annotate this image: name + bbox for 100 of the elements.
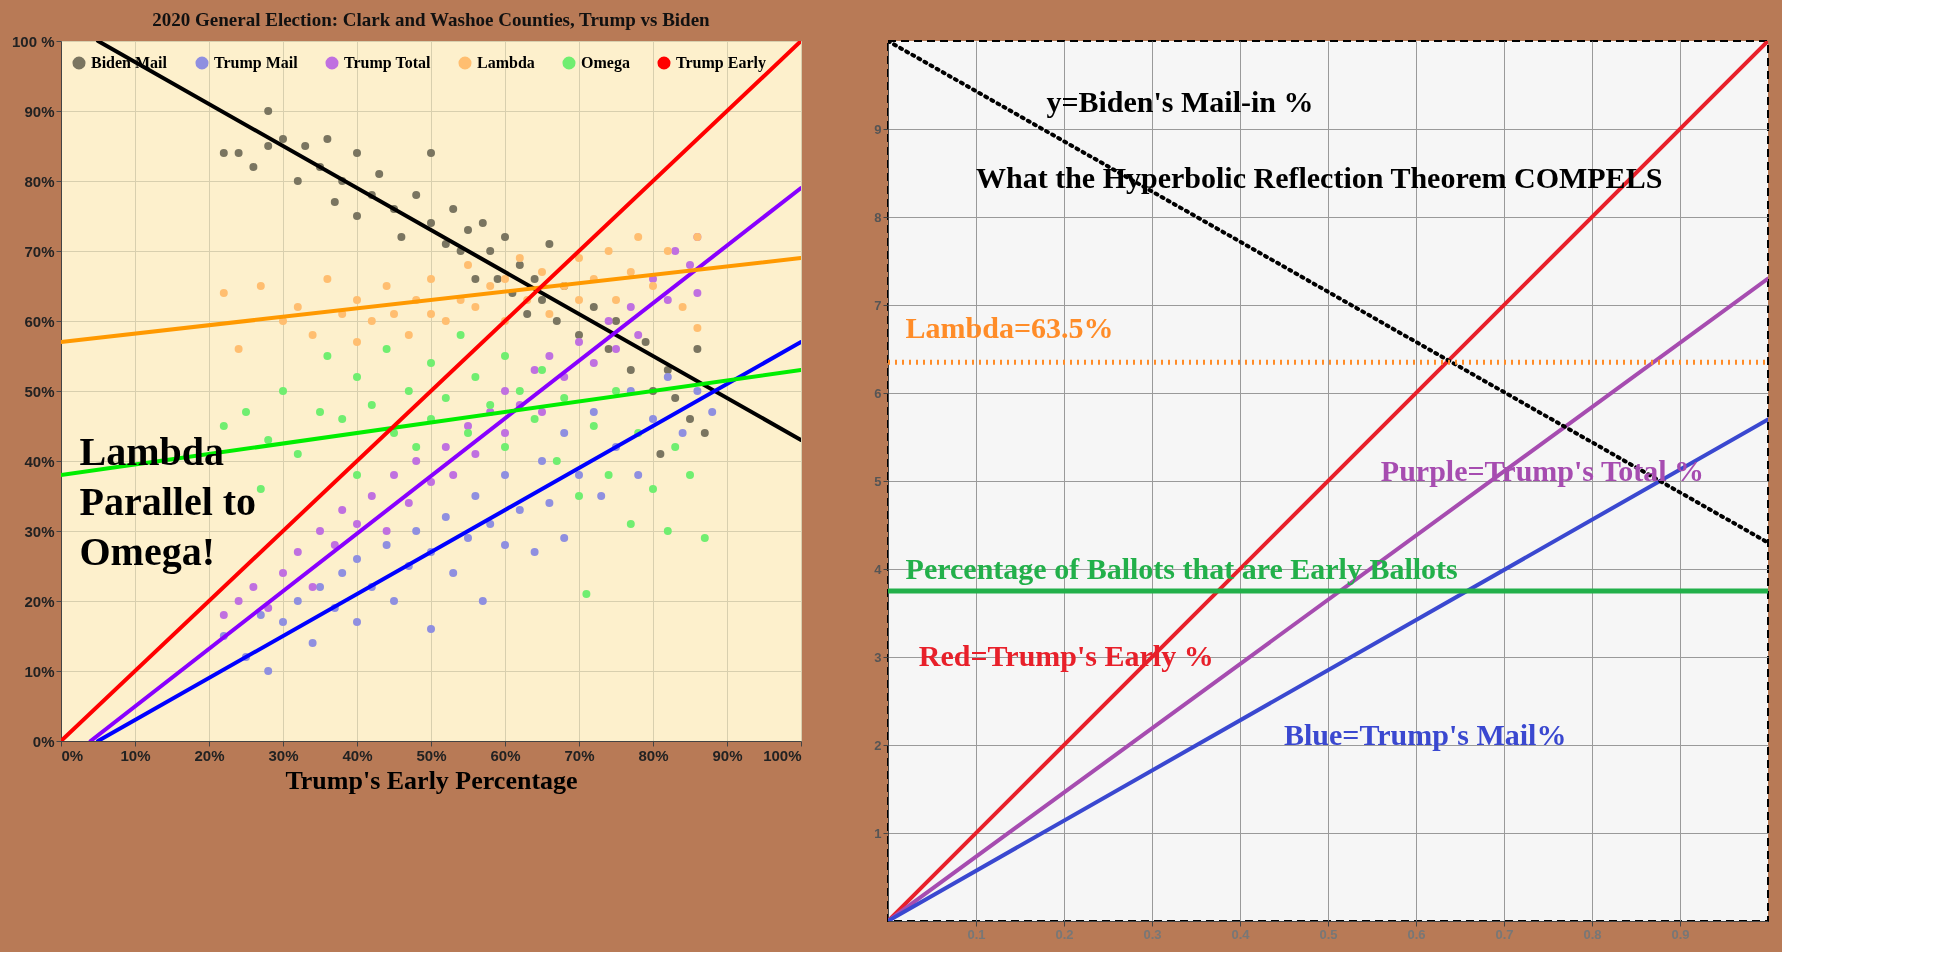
- point: [486, 282, 495, 290]
- point: [634, 233, 643, 241]
- point: [663, 527, 672, 535]
- point: [663, 247, 672, 255]
- y-tick-label: 50%: [24, 382, 55, 400]
- point: [604, 247, 613, 255]
- point: [538, 296, 546, 304]
- point: [671, 394, 680, 402]
- point: [560, 534, 569, 542]
- point: [308, 639, 317, 647]
- point: [693, 345, 702, 353]
- point: [464, 534, 472, 542]
- point: [649, 282, 657, 290]
- point: [316, 583, 324, 591]
- point: [441, 240, 450, 248]
- point: [634, 471, 643, 479]
- point: [249, 583, 258, 591]
- x-tick-label: 0.8: [1583, 926, 1602, 942]
- point: [560, 429, 569, 437]
- point: [353, 296, 361, 304]
- legend-label: Omega: [581, 54, 630, 72]
- point: [686, 261, 694, 269]
- point: [501, 275, 509, 283]
- point: [575, 471, 583, 479]
- point: [279, 135, 287, 143]
- point: [353, 555, 361, 563]
- point: [293, 597, 302, 605]
- point: [353, 471, 361, 479]
- y-tick-label: 2: [874, 737, 882, 753]
- point: [449, 569, 458, 577]
- point: [612, 296, 620, 304]
- point: [234, 149, 243, 157]
- point: [404, 387, 413, 395]
- point: [471, 450, 480, 458]
- point: [219, 611, 228, 619]
- point: [678, 303, 687, 311]
- point: [367, 492, 376, 500]
- y-tick-label: 20%: [24, 592, 55, 610]
- chart-title: 2020 General Election: Clark and Washoe Counties, Trump vs Biden: [152, 9, 711, 30]
- point: [656, 450, 665, 458]
- x-tick-label: 40%: [342, 746, 373, 764]
- point: [338, 569, 347, 577]
- point: [501, 387, 509, 395]
- point: [663, 296, 672, 304]
- point: [219, 289, 228, 297]
- point: [264, 436, 273, 444]
- x-tick-label: 0.5: [1319, 926, 1338, 942]
- point: [686, 415, 694, 423]
- point: [382, 345, 391, 353]
- point: [671, 247, 680, 255]
- point: [412, 443, 421, 451]
- point: [242, 408, 250, 416]
- point: [464, 261, 472, 269]
- point: [634, 331, 643, 339]
- y-tick-label: 0%: [32, 732, 55, 750]
- point: [604, 317, 613, 325]
- point: [449, 471, 458, 479]
- point: [552, 317, 561, 325]
- point: [264, 142, 273, 150]
- y-tick-label: 90%: [24, 102, 55, 120]
- point: [597, 492, 606, 500]
- point: [412, 527, 421, 535]
- point: [279, 569, 287, 577]
- point: [530, 366, 539, 374]
- x-tick-label: 30%: [268, 746, 299, 764]
- point: [412, 457, 421, 465]
- x-tick-label: 90%: [712, 746, 743, 764]
- point: [234, 345, 243, 353]
- point: [471, 492, 480, 500]
- point: [427, 310, 435, 318]
- point: [308, 583, 317, 591]
- point: [641, 338, 650, 346]
- y-tick-label: 7: [874, 297, 882, 313]
- point: [501, 429, 509, 437]
- point: [293, 548, 302, 556]
- legend-label: Trump Mail: [214, 54, 299, 72]
- point: [501, 471, 509, 479]
- point: [486, 401, 495, 409]
- y-tick-label: 8: [874, 209, 882, 225]
- point: [456, 331, 465, 339]
- point: [404, 331, 413, 339]
- point: [604, 471, 613, 479]
- point: [249, 163, 258, 171]
- point: [404, 499, 413, 507]
- point: [545, 499, 554, 507]
- y-tick-label: 100 %: [11, 32, 55, 50]
- x-tick-label: 20%: [194, 746, 225, 764]
- point: [545, 310, 554, 318]
- point: [612, 317, 620, 325]
- x-tick-label: 0.3: [1143, 926, 1162, 942]
- point: [441, 317, 450, 325]
- point: [671, 443, 680, 451]
- x-tick-label: 10%: [120, 746, 151, 764]
- point: [256, 485, 265, 493]
- point: [427, 149, 435, 157]
- point: [316, 527, 324, 535]
- point: [515, 387, 524, 395]
- point: [663, 373, 672, 381]
- point: [353, 618, 361, 626]
- point: [575, 254, 583, 262]
